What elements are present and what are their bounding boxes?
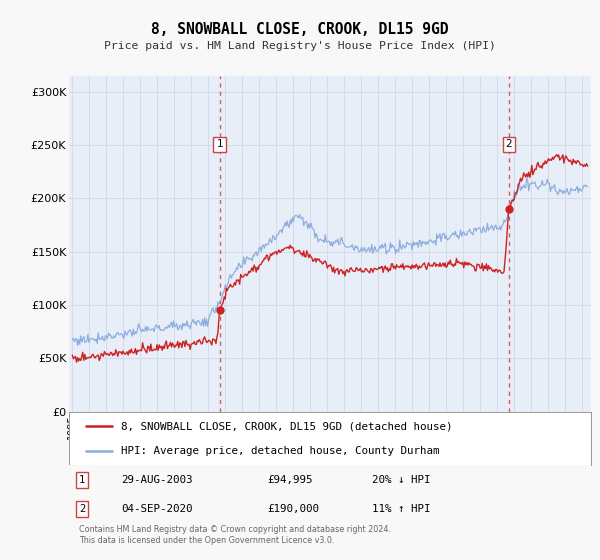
Text: 1: 1 — [79, 475, 85, 485]
Text: 8, SNOWBALL CLOSE, CROOK, DL15 9GD: 8, SNOWBALL CLOSE, CROOK, DL15 9GD — [151, 22, 449, 38]
Text: £190,000: £190,000 — [268, 504, 319, 514]
Text: £94,995: £94,995 — [268, 475, 313, 485]
Text: HPI: Average price, detached house, County Durham: HPI: Average price, detached house, Coun… — [121, 446, 440, 456]
Text: 1: 1 — [217, 139, 223, 150]
Text: Contains HM Land Registry data © Crown copyright and database right 2024.: Contains HM Land Registry data © Crown c… — [79, 525, 391, 534]
Text: This data is licensed under the Open Government Licence v3.0.: This data is licensed under the Open Gov… — [79, 536, 335, 545]
Text: 2: 2 — [79, 504, 85, 514]
Text: 20% ↓ HPI: 20% ↓ HPI — [372, 475, 430, 485]
Text: 11% ↑ HPI: 11% ↑ HPI — [372, 504, 430, 514]
Text: 29-AUG-2003: 29-AUG-2003 — [121, 475, 193, 485]
Text: Price paid vs. HM Land Registry's House Price Index (HPI): Price paid vs. HM Land Registry's House … — [104, 41, 496, 52]
Text: 8, SNOWBALL CLOSE, CROOK, DL15 9GD (detached house): 8, SNOWBALL CLOSE, CROOK, DL15 9GD (deta… — [121, 421, 453, 431]
Text: 2: 2 — [506, 139, 512, 150]
Text: 04-SEP-2020: 04-SEP-2020 — [121, 504, 193, 514]
